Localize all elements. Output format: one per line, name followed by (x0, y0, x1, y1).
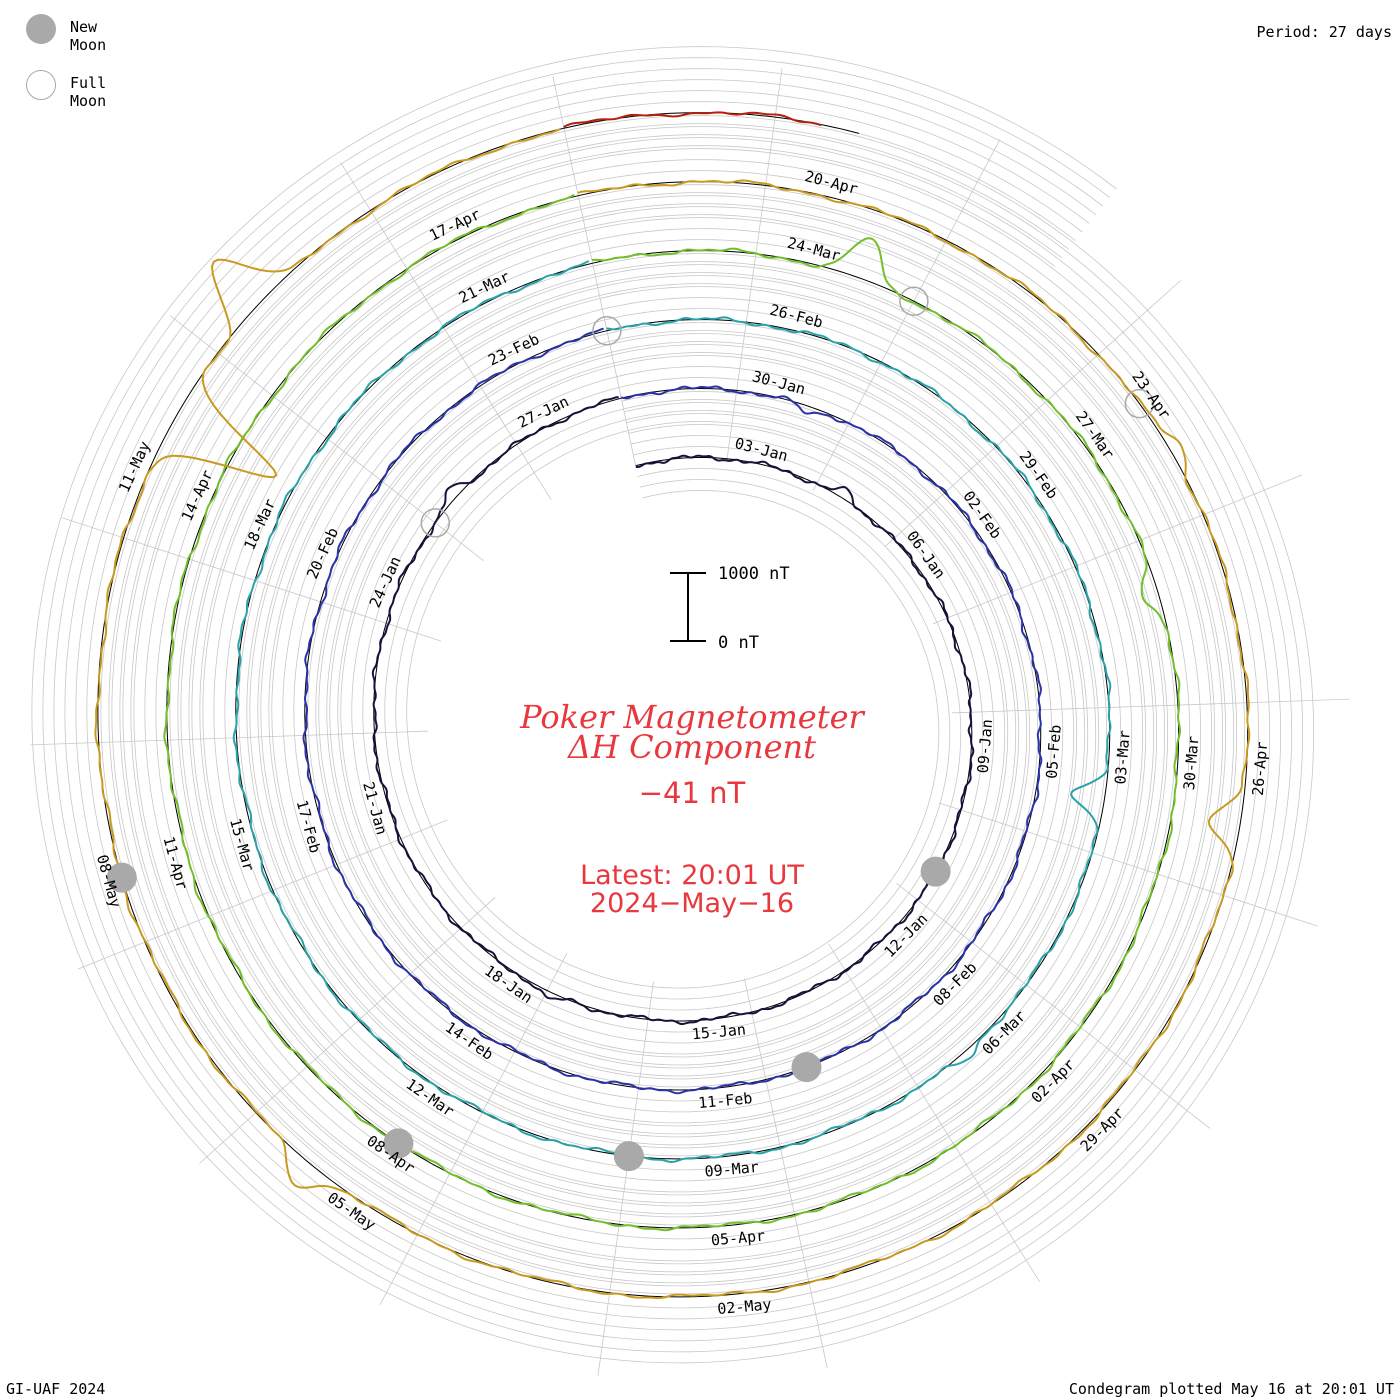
grid-spiral (108, 123, 1237, 1287)
radial-spokes (30, 68, 1350, 1376)
date-tick-05-Feb: 05-Feb (1043, 724, 1065, 779)
grid-spiral (42, 57, 1303, 1353)
full-moon-marker (1124, 388, 1155, 419)
period-label: Period: 27 days (1256, 23, 1392, 41)
trace-revolution-22-Mar (163, 193, 1182, 1232)
grid-spiral (75, 90, 1270, 1320)
new-moon-marker (106, 862, 137, 893)
grid-spoke (896, 883, 1211, 1129)
scale-bar: 1000 nT 0 nT (670, 564, 790, 653)
grid-spoke (726, 68, 783, 463)
date-tick-26-Apr: 26-Apr (1249, 741, 1271, 796)
latest-date: 2024−May−16 (590, 888, 794, 919)
grid-spiral (86, 101, 1259, 1309)
full-moon-marker (899, 286, 929, 316)
grid-spoke (62, 517, 441, 642)
date-tick-02-May: 02-May (717, 1295, 773, 1318)
grid-spoke (884, 280, 1181, 548)
trace-revolution-15-May (563, 111, 822, 128)
date-tick-14-Apr: 14-Apr (178, 467, 217, 524)
date-tick-15-Mar: 15-Mar (226, 816, 258, 873)
full-moon-marker (592, 315, 622, 346)
scale-top-label: 1000 nT (718, 564, 790, 584)
scale-bottom-label: 0 nT (718, 633, 759, 653)
new-moon-icon (26, 14, 56, 44)
grid-spoke (77, 819, 448, 970)
credit-label: GI-UAF 2024 (6, 1380, 106, 1398)
grid-spoke (379, 953, 568, 1305)
full-moon-label: Full Moon (70, 74, 107, 110)
date-tick-11-Feb: 11-Feb (697, 1089, 753, 1112)
plot-timestamp: Condegram plotted May 16 at 20:01 UT (1068, 1380, 1394, 1398)
grid-spoke (951, 698, 1350, 714)
title-line-2: ΔH Component (566, 728, 816, 766)
h-component-trace (94, 111, 1251, 1300)
latest-time: Latest: 20:01 UT (580, 860, 804, 891)
grid-spoke (340, 161, 552, 500)
full-moon-icon (26, 70, 56, 100)
date-tick-29-Feb: 29-Feb (1016, 448, 1062, 503)
date-tick-20-Feb: 20-Feb (303, 525, 342, 582)
grid-spiral (53, 68, 1292, 1342)
grid-spiral (119, 134, 1226, 1276)
date-tick-03-Mar: 03-Mar (1111, 730, 1133, 785)
center-title: Poker Magnetometer ΔH Component −41 nT L… (519, 698, 865, 919)
grid-spoke (199, 896, 496, 1164)
title-line-1: Poker Magnetometer (519, 698, 865, 736)
date-tick-30-Mar: 30-Mar (1180, 735, 1202, 790)
trace-revolution-01-Jan (371, 396, 975, 1026)
moon-markers (106, 286, 1155, 1172)
current-value: −41 nT (639, 776, 746, 810)
full-moon-marker (420, 508, 451, 538)
date-tick-18-Mar: 18-Mar (240, 496, 279, 553)
new-moon-label: New Moon (70, 18, 107, 54)
grid-spoke (812, 139, 1001, 491)
trace-revolution-18-Apr (94, 128, 1251, 1300)
new-moon-marker (383, 1128, 414, 1159)
trace-revolution-24-Feb (232, 260, 1112, 1164)
grid-spoke (552, 76, 636, 466)
grid-spoke (932, 474, 1303, 625)
grid-spoke (597, 981, 654, 1376)
date-tick-05-Apr: 05-Apr (710, 1227, 766, 1250)
grid-spiral (64, 79, 1281, 1331)
new-moon-marker (791, 1052, 822, 1083)
date-tick-15-Jan: 15-Jan (691, 1020, 747, 1043)
trace-revolution-28-Jan (302, 327, 1043, 1095)
grid-spoke (828, 944, 1040, 1283)
date-tick-11-May: 11-May (115, 438, 154, 495)
grid-spoke (30, 730, 429, 746)
new-moon-marker (613, 1141, 644, 1172)
date-tick-11-Apr: 11-Apr (160, 834, 192, 891)
date-tick-09-Mar: 09-Mar (704, 1158, 760, 1181)
grid-spoke (744, 978, 828, 1368)
grid-spoke (939, 802, 1318, 927)
grid-spiral (130, 145, 1215, 1265)
date-tick-09-Jan: 09-Jan (974, 718, 996, 773)
new-moon-marker (920, 856, 951, 887)
